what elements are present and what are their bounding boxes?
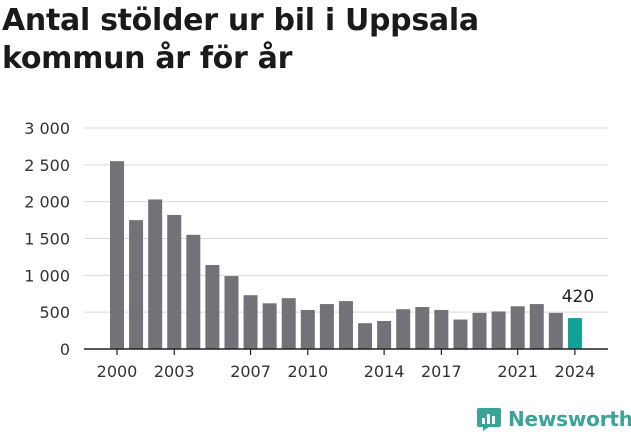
y-tick-label: 1 500 bbox=[24, 230, 70, 249]
bar-2014 bbox=[377, 321, 392, 349]
data-labels: 420 bbox=[562, 287, 594, 307]
chart-title: Antal stölder ur bil i Uppsala kommun år… bbox=[2, 3, 479, 76]
x-tick-label: 2000 bbox=[97, 362, 138, 381]
bar-2024 bbox=[567, 318, 582, 349]
bar-2016 bbox=[415, 307, 430, 349]
x-axis: 2000 2003 2007 2010 2014 2017 2021 2024 bbox=[84, 348, 608, 381]
x-tick-label: 2014 bbox=[364, 362, 405, 381]
newsworthy-logo-icon bbox=[477, 408, 501, 431]
bar-2000 bbox=[110, 161, 124, 349]
bar-2010 bbox=[300, 309, 315, 349]
bar-2004 bbox=[186, 234, 201, 349]
x-tick-label: 2024 bbox=[555, 362, 596, 381]
y-tick-label: 3 000 bbox=[24, 119, 70, 138]
y-tick-label: 1 000 bbox=[24, 266, 70, 285]
y-tick-label: 2 000 bbox=[24, 193, 70, 212]
bar-2018 bbox=[453, 319, 468, 349]
y-tick-label: 0 bbox=[60, 340, 70, 359]
bar-2019 bbox=[472, 312, 487, 349]
bar-2022 bbox=[529, 304, 544, 349]
bar-2013 bbox=[358, 323, 373, 349]
bar-2009 bbox=[281, 298, 296, 349]
brand-name: Newsworthy bbox=[508, 407, 631, 431]
x-tick-label: 2017 bbox=[421, 362, 462, 381]
bar-2002 bbox=[148, 199, 163, 349]
x-tick-label: 2003 bbox=[154, 362, 195, 381]
bar-2012 bbox=[338, 301, 353, 349]
bar-2015 bbox=[396, 309, 411, 349]
bar-2007 bbox=[243, 295, 258, 349]
y-axis-labels: 0 500 1 000 1 500 2 000 2 500 3 000 bbox=[24, 119, 70, 359]
bar-2023 bbox=[548, 312, 563, 349]
bar-2021 bbox=[510, 306, 525, 349]
x-tick-label: 2010 bbox=[287, 362, 328, 381]
bar-2003 bbox=[167, 214, 182, 349]
y-tick-label: 500 bbox=[39, 303, 70, 322]
bar-2017 bbox=[434, 309, 449, 349]
gridlines bbox=[84, 127, 608, 313]
bar-2011 bbox=[319, 304, 334, 349]
bar-2005 bbox=[205, 265, 220, 349]
bar-2006 bbox=[224, 276, 239, 349]
bar-2008 bbox=[262, 303, 277, 349]
data-label: 420 bbox=[562, 287, 594, 307]
bar-2001 bbox=[129, 220, 144, 349]
x-tick-label: 2021 bbox=[497, 362, 538, 381]
bar-2020 bbox=[491, 311, 506, 349]
brand: Newsworthy bbox=[476, 406, 631, 432]
bars bbox=[110, 161, 582, 349]
y-tick-label: 2 500 bbox=[24, 156, 70, 175]
x-tick-label: 2007 bbox=[230, 362, 271, 381]
